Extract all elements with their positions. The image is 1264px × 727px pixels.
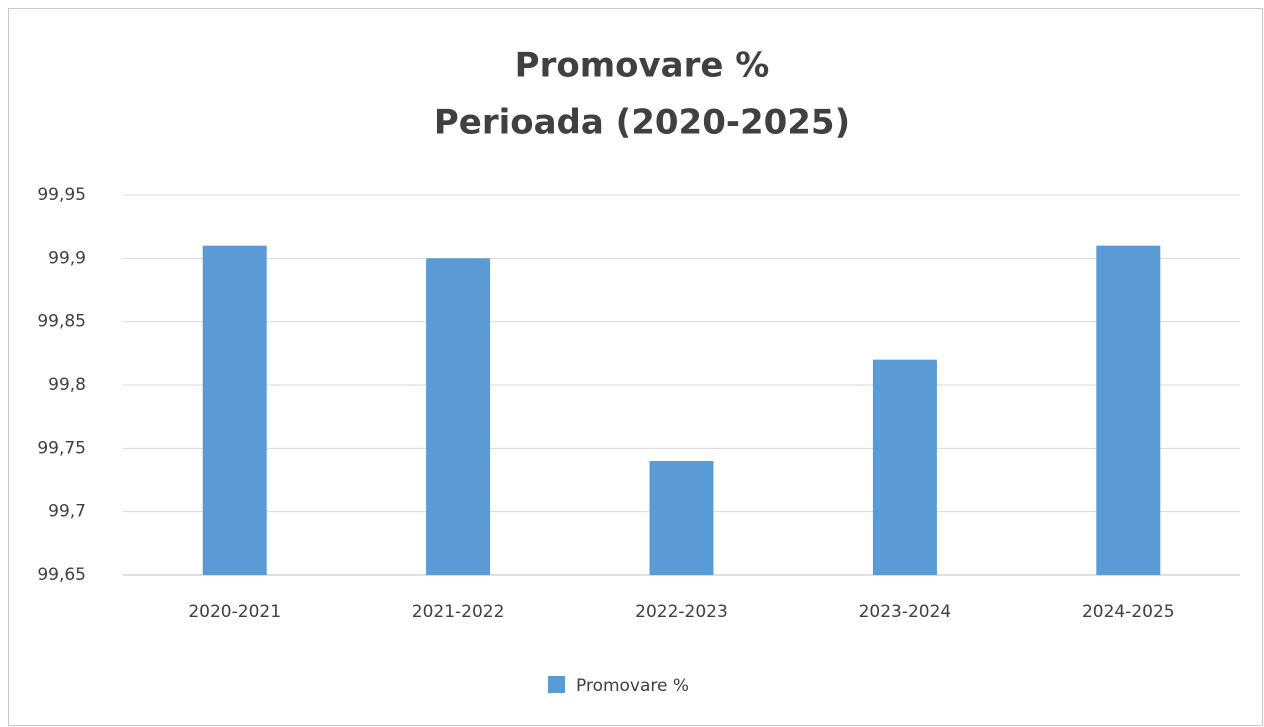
x-tick-label: 2024-2025 [1082,602,1175,622]
x-tick-label: 2022-2023 [635,602,728,622]
x-tick-label: 2020-2021 [188,602,281,622]
y-tick-label: 99,8 [48,375,86,395]
chart-title: Promovare % [515,46,770,86]
x-tick-label: 2023-2024 [859,602,952,622]
chart-subtitle: Perioada (2020-2025) [434,103,850,143]
bar [202,245,267,575]
bar [649,461,714,575]
y-tick-label: 99,85 [37,312,86,332]
bar [1096,245,1161,575]
y-tick-label: 99,7 [48,502,86,522]
y-tick-label: 99,95 [37,185,86,205]
y-tick-label: 99,75 [37,438,86,458]
legend-label: Promovare % [576,676,689,696]
legend-swatch [548,676,565,693]
bar [872,359,937,575]
x-tick-label: 2021-2022 [412,602,505,622]
bar [426,258,491,575]
y-tick-label: 99,9 [48,248,86,268]
y-tick-label: 99,65 [37,565,86,585]
